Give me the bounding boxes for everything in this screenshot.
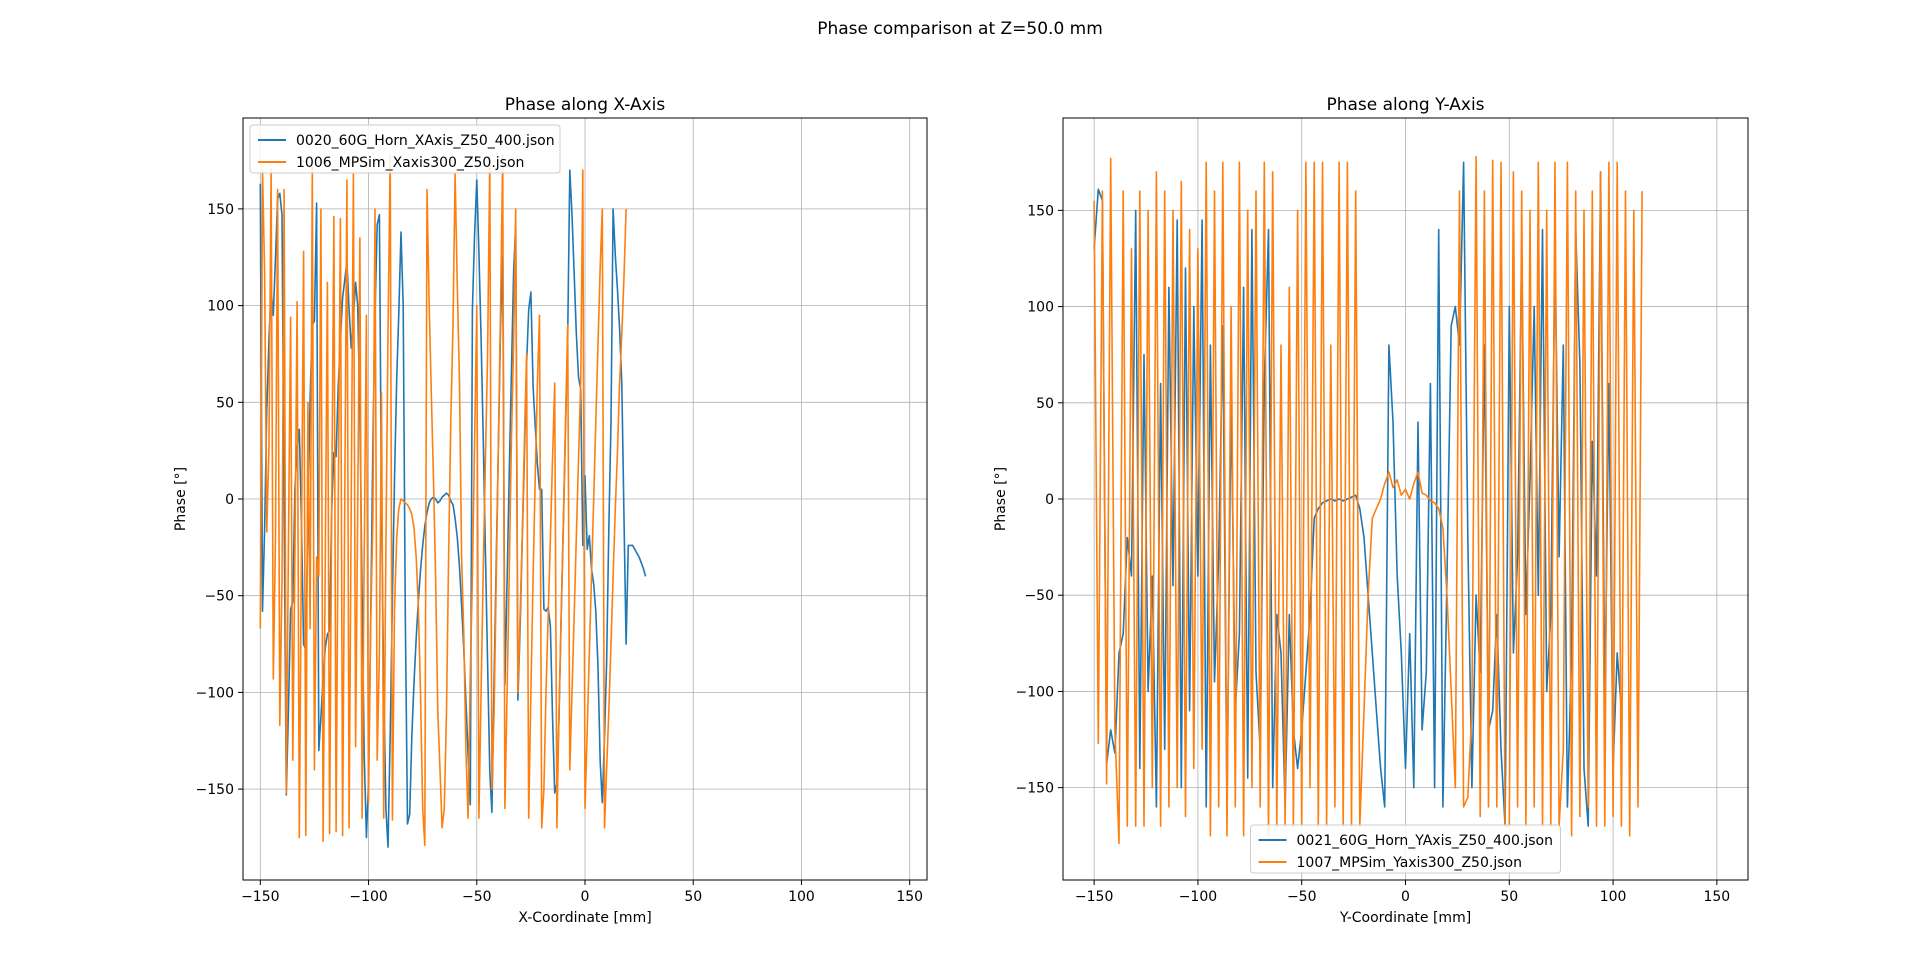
chart-x-axis: Phase along X-Axis −150 −100 −50 0 50 100 150 −1… [173, 95, 928, 926]
legend-label-0: 0021_60G_Horn_YAxis_Z50_400.json [1297, 833, 1553, 849]
x-tick-label: 50 [1500, 889, 1518, 905]
series-group [259, 153, 647, 848]
y-tick-label: 150 [207, 202, 234, 218]
y-tick-label: 150 [1027, 203, 1054, 219]
y-tick-label: 0 [1045, 492, 1054, 508]
y-tick-label: −50 [204, 589, 234, 605]
x-tick-label: −100 [1179, 889, 1217, 905]
y-tick-label: −50 [1024, 588, 1054, 604]
y-tick-label: −150 [196, 782, 234, 798]
legend-label-0: 0020_60G_Horn_XAxis_Z50_400.json [296, 133, 555, 149]
series-group [1093, 155, 1643, 845]
y-tick-label: 100 [207, 299, 234, 315]
x-tick-label: −150 [1075, 889, 1113, 905]
chart-y-axis: Phase along Y-Axis −150 −100 −50 0 50 100 150 −1… [993, 95, 1749, 926]
x-tick-label: −50 [1287, 889, 1317, 905]
y-tick-label: 50 [216, 395, 234, 411]
x-tick-label: 100 [788, 889, 815, 905]
x-axis-label: X-Coordinate [mm] [518, 910, 651, 926]
figure-title: Phase comparison at Z=50.0 mm [817, 19, 1103, 39]
legend: 0020_60G_Horn_XAxis_Z50_400.json 1006_MPS… [249, 124, 561, 174]
legend-box [249, 124, 561, 174]
x-tick-label: 150 [1703, 889, 1730, 905]
y-tick-label: 100 [1027, 300, 1054, 316]
y-tick-label: −100 [196, 685, 234, 701]
x-axis-label: Y-Coordinate [mm] [1339, 910, 1471, 926]
x-tick-label: 0 [1401, 889, 1410, 905]
x-tick-label: 100 [1600, 889, 1627, 905]
legend-box [1250, 824, 1561, 874]
x-tick-label: −50 [462, 889, 492, 905]
y-tick-label: 50 [1036, 396, 1054, 412]
x-tick-label: −100 [349, 889, 387, 905]
x-tick-label: 150 [896, 889, 923, 905]
y-tick-label: −150 [1016, 781, 1054, 797]
x-tick-label: 50 [684, 889, 702, 905]
legend: 0021_60G_Horn_YAxis_Z50_400.json 1007_MPS… [1250, 824, 1561, 874]
x-tick-label: −150 [241, 889, 279, 905]
y-tick-label: 0 [225, 492, 234, 508]
axes-title: Phase along X-Axis [505, 95, 666, 115]
y-tick-label: −100 [1016, 684, 1054, 700]
legend-label-1: 1006_MPSim_Xaxis300_Z50.json [296, 155, 524, 171]
y-axis-label: Phase [°] [173, 467, 189, 531]
legend-label-1: 1007_MPSim_Yaxis300_Z50.json [1297, 855, 1522, 871]
axes-title: Phase along Y-Axis [1326, 95, 1484, 115]
series-line-1 [259, 153, 627, 847]
y-axis-label: Phase [°] [993, 467, 1009, 531]
x-tick-label: 0 [581, 889, 590, 905]
